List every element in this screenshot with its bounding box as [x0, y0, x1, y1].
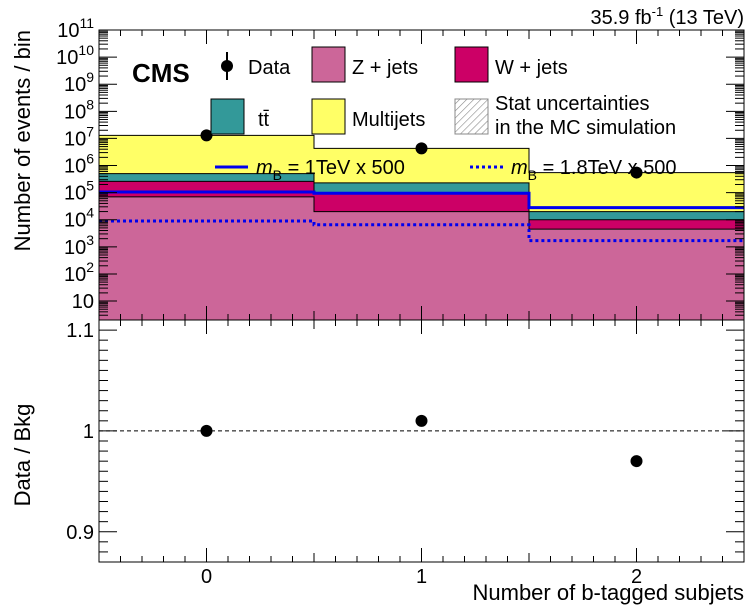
legend-stat-unc-swatch: [454, 98, 489, 135]
legend-signal-1p8tev: mB = 1.8TeV x 500: [470, 157, 677, 183]
legend-multijets-label: Multijets: [352, 109, 425, 131]
stack-outline-0: [99, 196, 744, 230]
signal-layer: [99, 190, 744, 243]
upper-y-axis-title: Number of events / bin: [10, 30, 35, 251]
legend-multijets: Multijets: [311, 98, 425, 135]
upper-y-tick-label: 102: [64, 259, 94, 286]
ratio-point-1: [415, 414, 428, 427]
data-point-1: [415, 142, 428, 155]
ratio-points: [200, 414, 643, 468]
legend-ttbar: tt̄: [210, 98, 270, 135]
stack-layer: [99, 134, 744, 320]
stack-bar-zjets-0: [99, 196, 314, 320]
legend-zjets-swatch: [311, 46, 346, 83]
legend-multijets-swatch: [311, 98, 346, 135]
upper-y-tick-label: 106: [64, 151, 94, 178]
lower-y-tick-label: 1.1: [66, 320, 94, 342]
cms-label: CMS: [132, 58, 190, 88]
legend-zjets-label: Z + jets: [352, 57, 418, 79]
lower-y-tick-label: 1: [83, 421, 94, 443]
stack-outline-2: [99, 173, 744, 213]
upper-y-tick-label: 105: [64, 178, 94, 205]
legend-stat-unc: Stat uncertainties in the MC simulation: [454, 93, 676, 139]
upper-y-tick-label: 1010: [56, 42, 94, 69]
x-tick-label: 1: [416, 566, 427, 588]
lower-y-tick-label: 0.9: [66, 522, 94, 544]
legend: Data Z + jets W + jets tt̄ Multijets: [210, 46, 677, 183]
legend-signal-1tev-label: mB = 1TeV x 500: [256, 157, 405, 183]
upper-y-tick-label: 1011: [57, 15, 94, 42]
legend-wjets-label: W + jets: [495, 57, 568, 79]
legend-stat-unc-line1: Stat uncertainties: [495, 93, 650, 115]
legend-data-label: Data: [248, 57, 291, 79]
signal-line-0: [99, 190, 744, 210]
upper-y-tick-label: 109: [64, 69, 94, 96]
upper-y-tick-label: 104: [64, 205, 94, 232]
lower-frame: [98, 319, 745, 563]
upper-x-ticks: [98, 30, 745, 320]
stack-bar-zjets-1: [314, 211, 529, 320]
legend-wjets-swatch: [454, 46, 489, 83]
legend-stat-unc-line2: in the MC simulation: [495, 117, 676, 139]
ratio-point-0: [200, 424, 213, 437]
signal-line-1: [99, 219, 744, 243]
upper-y-tick-label: 103: [64, 232, 94, 259]
lower-y-axis-title: Data / Bkg: [10, 404, 35, 507]
lower-y-ticks: 0.9 1 1.1: [66, 320, 744, 553]
legend-signal-1tev: mB = 1TeV x 500: [215, 157, 405, 183]
data-points: [200, 129, 643, 179]
legend-signal-1p8tev-label: mB = 1.8TeV x 500: [511, 157, 677, 183]
ratio-point-2: [630, 455, 643, 468]
legend-zjets: Z + jets: [311, 46, 418, 83]
upper-y-tick-label: 107: [64, 123, 94, 150]
legend-ttbar-label: tt̄: [258, 109, 270, 131]
stack-bar-zjets-2: [529, 229, 744, 320]
legend-wjets: W + jets: [454, 46, 568, 83]
lumi-label: 35.9 fb-1 (13 TeV): [590, 4, 744, 29]
x-tick-label: 0: [201, 566, 212, 588]
x-tick-label: 2: [631, 566, 642, 588]
data-point-2: [630, 166, 643, 179]
legend-data: Data: [221, 52, 291, 80]
data-point-0: [200, 129, 213, 142]
upper-y-tick-label: 108: [64, 96, 94, 123]
legend-ttbar-swatch: [210, 98, 245, 135]
lower-panel: 0.9 1 1.1 0 1 2 Data / Bkg Number of b-tagge…: [10, 319, 745, 605]
lower-x-ticks: 0 1 2: [98, 320, 745, 588]
x-axis-title: Number of b-tagged subjets: [473, 580, 745, 605]
upper-y-tick-label: 10: [72, 291, 94, 313]
